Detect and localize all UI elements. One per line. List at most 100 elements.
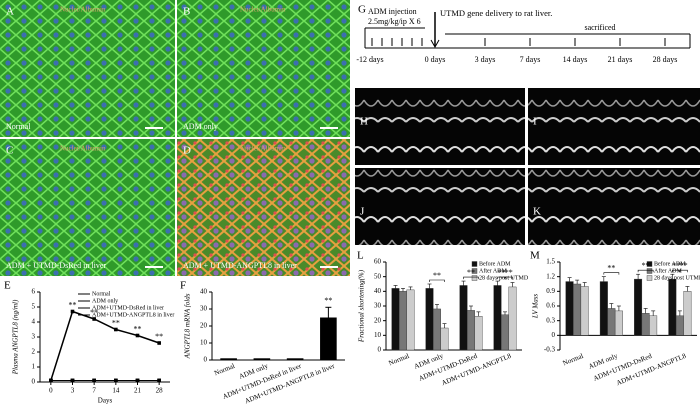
x-tick-label: 7 [92, 387, 96, 395]
bar [649, 315, 658, 336]
micrograph [0, 0, 175, 137]
panel-letter: B [183, 6, 190, 18]
panel-letter: I [533, 116, 537, 128]
legend-label: ADM+UTMD-ANGPTL8 in liver [92, 312, 174, 318]
bar [668, 278, 677, 336]
y-tick-label: 0 [378, 346, 382, 354]
bar [599, 281, 608, 336]
panel-letter: K [533, 206, 541, 218]
y-tick-label: 20 [200, 322, 208, 330]
y-axis-label: ANGPTL8 mRNA folds [184, 293, 192, 359]
bracket [637, 269, 654, 273]
marker [70, 378, 75, 383]
legend-label: Normal [92, 291, 111, 297]
y-tick-label: 30 [200, 305, 208, 313]
marker [70, 309, 75, 314]
bracket [504, 276, 513, 280]
annotation: ** [672, 261, 680, 270]
marker [114, 327, 118, 332]
timeline [364, 12, 691, 49]
bar [501, 314, 509, 351]
legend-label: After ADM [654, 267, 682, 274]
bar [425, 288, 434, 351]
y-tick-label: 0.9 [546, 287, 555, 295]
micrograph [0, 139, 175, 276]
x-tick-label: 3 [71, 387, 75, 395]
caption: ADM + UTMD-DsRed in liver [6, 261, 106, 270]
x-tick-label: 14 [112, 387, 120, 395]
bar [391, 288, 400, 351]
y-tick-label: -0.3 [544, 346, 556, 354]
y-tick-label: 2 [32, 348, 36, 356]
bar [614, 310, 623, 336]
legend-label: ADM+UTMD-DsRed in liver [92, 305, 164, 311]
annotation: ** [642, 261, 650, 270]
day-label: 3 days [475, 55, 496, 64]
stain-label: Nuclei/Albumin [240, 145, 286, 153]
bar [580, 286, 589, 336]
annotation: ** [497, 268, 505, 277]
echo-image [528, 88, 700, 165]
bar [683, 291, 692, 336]
y-tick-label: 0 [204, 356, 208, 364]
annotation: ** [134, 324, 142, 333]
tick-arrows [371, 38, 666, 46]
y-tick-label: 3 [32, 333, 36, 341]
y-tick-label: 1.2 [546, 272, 555, 280]
y-tick-label: 4 [32, 318, 36, 326]
y-tick-label: 30 [374, 302, 382, 310]
panel-letter: J [360, 206, 365, 218]
annotation: ** [69, 300, 77, 309]
timeline-text: ADM injection [368, 7, 417, 16]
annotation: ** [467, 268, 475, 277]
panel-letter: M [530, 250, 540, 262]
y-tick-label: 1.5 [546, 258, 555, 266]
panel-letter: H [360, 116, 368, 128]
annotation: ** [155, 332, 163, 341]
marker [92, 317, 96, 321]
y-tick-label: 20 [374, 316, 382, 324]
line [50, 310, 160, 381]
legend-label: 28 days post UTMD [654, 275, 700, 281]
echo-image [355, 88, 525, 165]
x-tick-label: 0 [49, 387, 53, 395]
timeline-text: 2.5mg/kg/ip X 6 [368, 17, 421, 26]
caption: ADM + UTMD-ANGPTL8 in liver [183, 261, 297, 270]
legend-swatch [646, 275, 653, 281]
day-label: 7 days [520, 55, 541, 64]
legend-swatch [646, 268, 653, 274]
y-tick-label: 60 [374, 258, 382, 266]
bracket [463, 276, 479, 280]
annotation: ** [607, 263, 615, 272]
legend-label: Before ADM [479, 260, 511, 267]
panel-letter: G [358, 4, 366, 16]
day-label: -12 days [356, 55, 383, 64]
bar [220, 358, 237, 360]
legend-swatch [471, 261, 478, 267]
y-tick-label: 10 [200, 339, 208, 347]
stain-label: Nuclei/Albumin [240, 6, 286, 14]
x-axis-label: Days [98, 397, 113, 405]
y-tick-label: 10 [374, 331, 382, 339]
y-tick-label: 0 [552, 331, 556, 339]
marker [135, 333, 140, 338]
bar [406, 289, 415, 351]
y-tick-label: 6 [32, 288, 36, 296]
echo-image [528, 168, 700, 245]
annotation: ** [324, 296, 332, 305]
x-tick-label: Normal [388, 352, 411, 367]
y-tick-label: 0.3 [546, 316, 555, 324]
y-axis-label: LV Mass [532, 294, 540, 320]
y-tick-label: 1 [32, 363, 36, 371]
x-tick-label: Normal [213, 362, 236, 377]
caption: ADM only [183, 122, 218, 131]
panel-letter: L [357, 250, 364, 262]
x-tick-label: 21 [134, 387, 142, 395]
x-tick-label: 28 [156, 387, 164, 395]
annotation: ** [90, 308, 98, 317]
bar [573, 283, 582, 336]
y-axis-label: Plasma ANGPTL8 (ng/ml) [12, 299, 20, 375]
y-tick-label: 40 [374, 287, 382, 295]
stain-label: Nuclei/Albumin [60, 145, 106, 153]
y-tick-label: 40 [200, 288, 208, 296]
